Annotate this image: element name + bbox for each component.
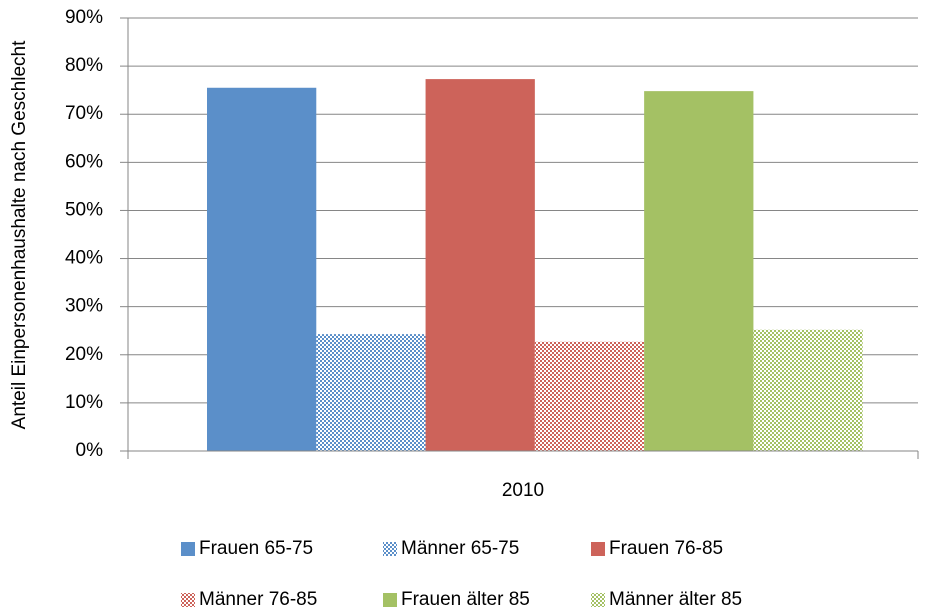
- y-tick-label: 10%: [65, 392, 103, 413]
- bar: [316, 334, 426, 451]
- bar: [644, 91, 754, 451]
- x-tick-label: 2010: [502, 480, 544, 501]
- y-tick-label: 90%: [65, 7, 103, 28]
- y-tick-label: 30%: [65, 296, 103, 317]
- bar: [425, 79, 535, 452]
- legend-swatch: [383, 542, 397, 556]
- legend-swatch: [591, 542, 605, 556]
- y-tick-label: 0%: [76, 440, 104, 461]
- y-tick-label: 70%: [65, 103, 103, 124]
- y-axis-title: Anteil Einpersonenhaushalte nach Geschle…: [9, 40, 30, 429]
- bar: [534, 341, 645, 451]
- legend-label: Männer 76-85: [199, 589, 317, 610]
- legend-label: Frauen 76-85: [609, 538, 723, 559]
- legend-swatch: [181, 542, 195, 556]
- y-tick-label: 40%: [65, 248, 103, 269]
- legend-label: Männer älter 85: [609, 589, 742, 610]
- y-tick-label: 80%: [65, 55, 103, 76]
- legend-swatch: [591, 593, 605, 607]
- legend-swatch: [383, 593, 397, 607]
- y-tick-label: 20%: [65, 344, 103, 365]
- legend-label: Männer 65-75: [401, 538, 519, 559]
- legend-label: Frauen 65-75: [199, 538, 313, 559]
- bar: [753, 329, 863, 451]
- y-tick-label: 50%: [65, 199, 103, 220]
- y-tick-label: 60%: [65, 151, 103, 172]
- bar: [207, 87, 317, 451]
- legend-label: Frauen älter 85: [401, 589, 530, 610]
- legend-swatch: [181, 593, 195, 607]
